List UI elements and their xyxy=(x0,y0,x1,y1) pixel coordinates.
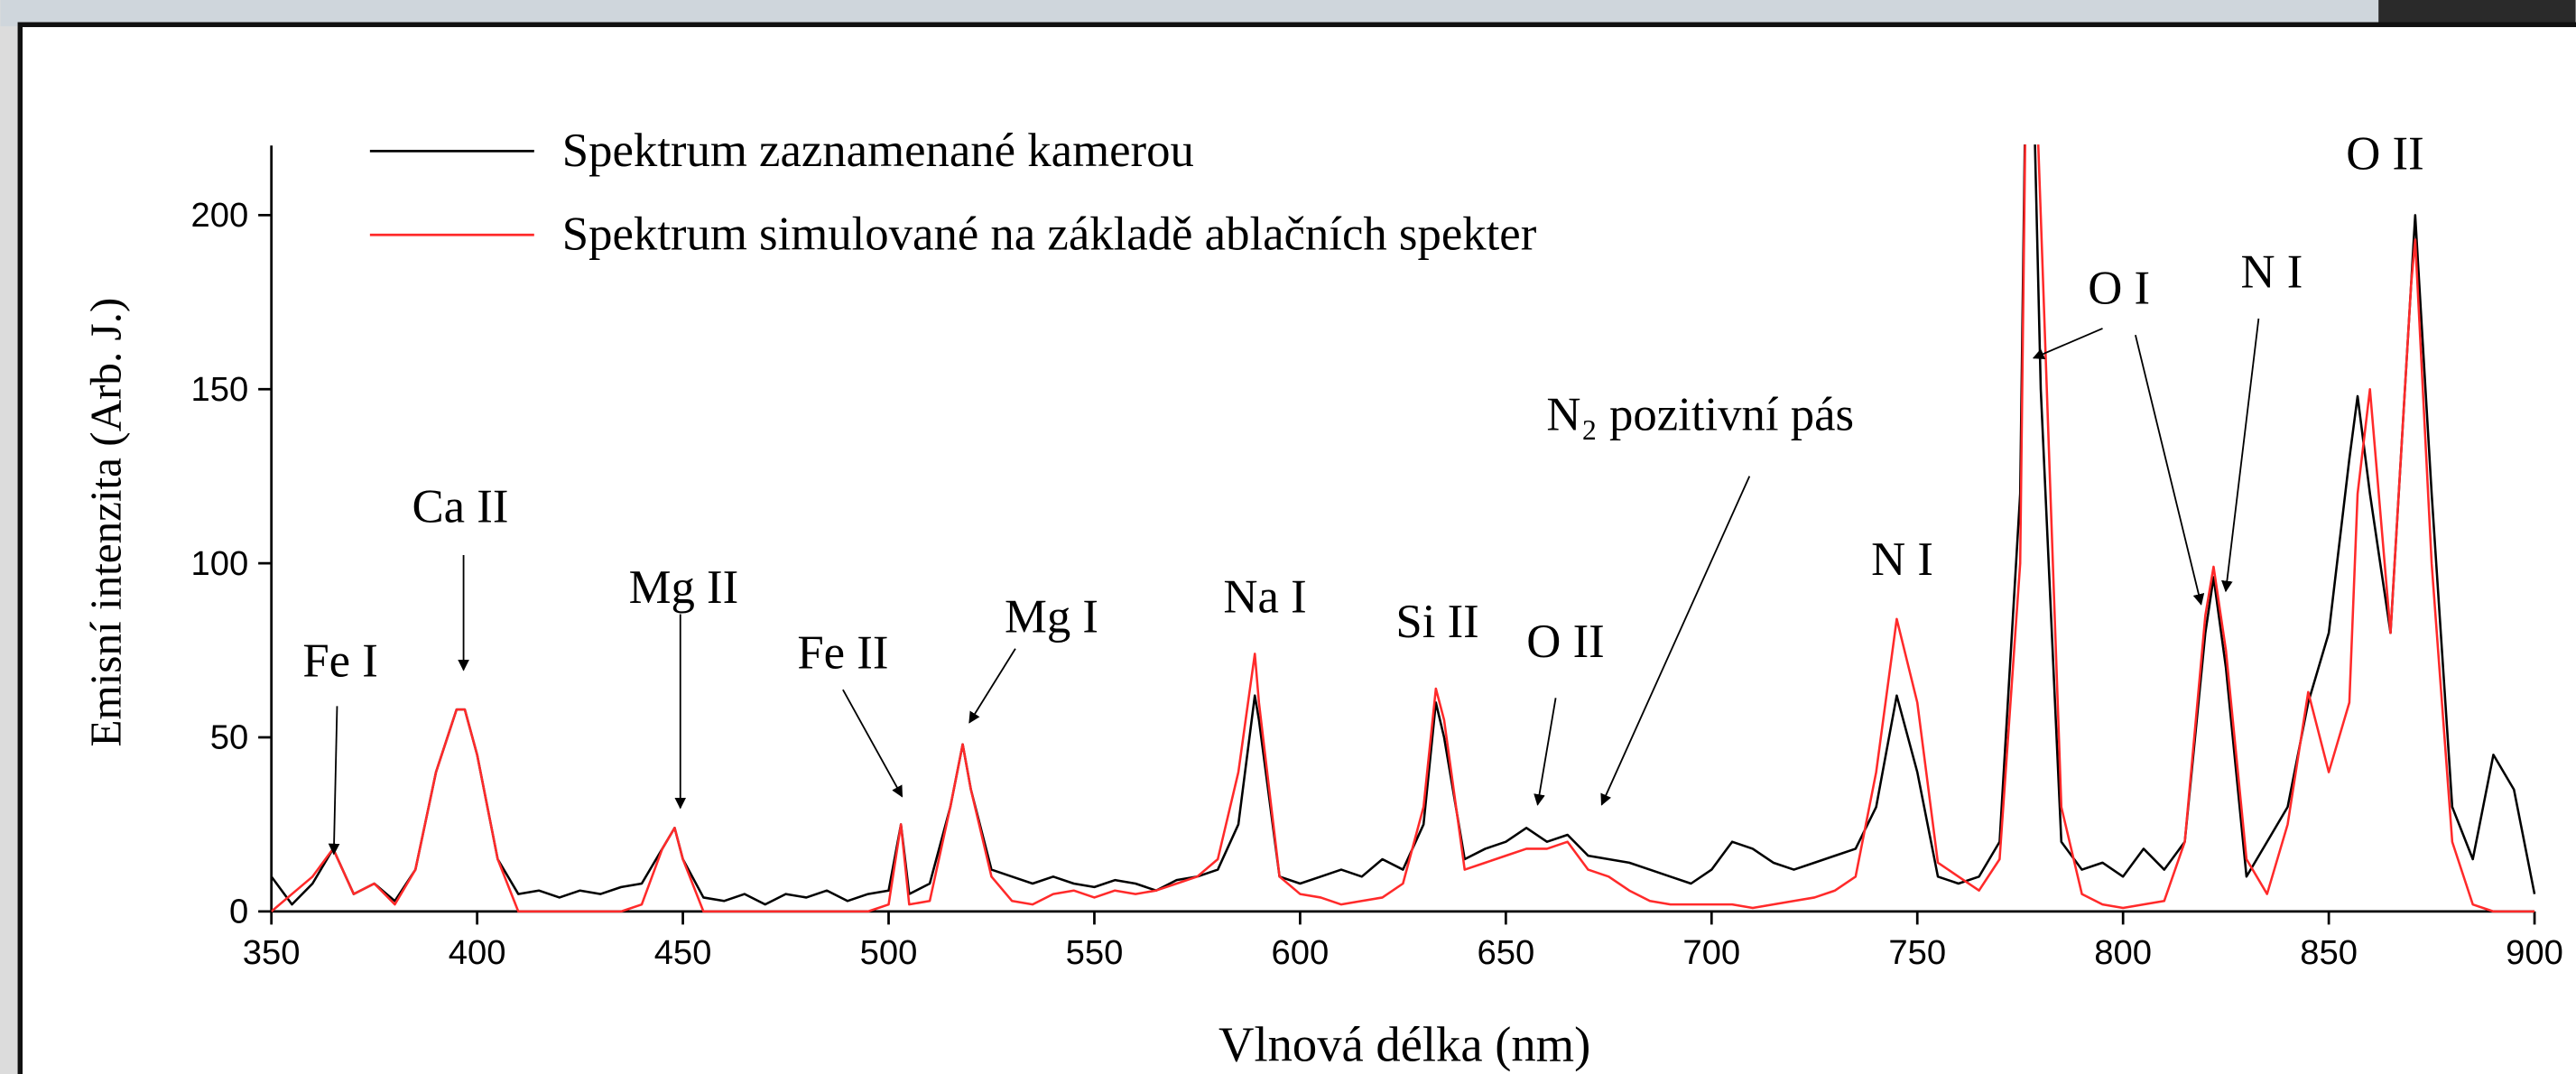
x-tick-label: 650 xyxy=(1477,933,1534,972)
annotation: Ca II xyxy=(412,481,508,533)
x-tick-label: 800 xyxy=(2094,933,2152,972)
annotation: N I xyxy=(2240,245,2303,298)
annotation: Fe II xyxy=(797,627,888,680)
y-tick-label: 0 xyxy=(229,893,248,931)
y-tick-label: 150 xyxy=(190,370,248,409)
chart-panel xyxy=(20,24,2576,1074)
chart: Vlnová délka (nm) Emisní intenzita (Arb.… xyxy=(0,0,2576,1074)
annotation: N I xyxy=(1871,533,1933,586)
annotation: Si II xyxy=(1395,596,1478,648)
annotation: Mg I xyxy=(1005,591,1098,643)
annotation: O II xyxy=(2346,127,2423,180)
legend-label: Spektrum zaznamenané kamerou xyxy=(562,125,1194,177)
x-tick-label: 450 xyxy=(654,933,712,972)
x-tick-label: 850 xyxy=(2300,933,2358,972)
corner-image xyxy=(2378,0,2575,23)
x-tick-label: 700 xyxy=(1682,933,1740,972)
x-tick-label: 350 xyxy=(243,933,301,972)
y-axis-label: Emisní intenzita (Arb. J.) xyxy=(80,298,130,747)
legend-label: Spektrum simulované na základě ablačních… xyxy=(562,208,1537,261)
y-tick-label: 50 xyxy=(210,718,248,757)
x-tick-label: 400 xyxy=(449,933,506,972)
x-tick-label: 500 xyxy=(860,933,918,972)
annotation: Mg II xyxy=(629,561,739,614)
annotation: N₂ pozitivní pás xyxy=(1546,389,1854,441)
annotation: Na I xyxy=(1223,571,1306,624)
x-tick-label: 750 xyxy=(1888,933,1946,972)
annotation: O II xyxy=(1526,616,1604,668)
x-tick-label: 550 xyxy=(1066,933,1124,972)
x-axis-label: Vlnová délka (nm) xyxy=(1219,1016,1590,1071)
y-tick-label: 200 xyxy=(190,196,248,235)
page: {"chart_data": {"type": "line", "xlabel"… xyxy=(0,0,2576,1074)
x-tick-label: 900 xyxy=(2506,933,2563,972)
annotation: Fe I xyxy=(302,635,378,688)
x-tick-label: 600 xyxy=(1272,933,1330,972)
y-tick-label: 100 xyxy=(190,544,248,583)
annotation: O I xyxy=(2088,263,2150,315)
